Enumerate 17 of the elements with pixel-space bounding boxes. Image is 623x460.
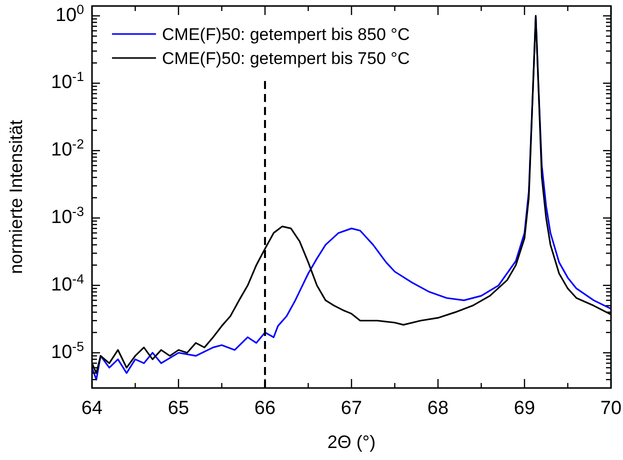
x-tick-label: 64 (81, 398, 103, 419)
legend-label: CME(F)50: getempert bis 850 °C (162, 25, 410, 44)
y-tick-label: 10$^{0}$ (55, 1, 84, 26)
x-tick-label: 69 (514, 398, 536, 419)
y-tick-label: 10$^{-4}$ (51, 270, 84, 296)
x-tick-label: 70 (600, 398, 622, 419)
x-tick-label: 66 (254, 398, 276, 419)
legend-label: CME(F)50: getempert bis 750 °C (162, 49, 410, 68)
x-tick-label: 68 (427, 398, 449, 419)
y-tick-label: 10$^{-1}$ (51, 68, 84, 94)
x-tick-label: 67 (340, 398, 362, 419)
x-tick-label: 65 (168, 398, 190, 419)
y-tick-label: 10$^{-5}$ (51, 338, 84, 363)
y-axis-title: normierte Intensität (6, 120, 26, 274)
x-axis-title: 2Θ (°) (327, 432, 376, 452)
y-tick-label: 10$^{-3}$ (51, 204, 84, 228)
y-tick-label: 10$^{-2}$ (51, 136, 84, 161)
